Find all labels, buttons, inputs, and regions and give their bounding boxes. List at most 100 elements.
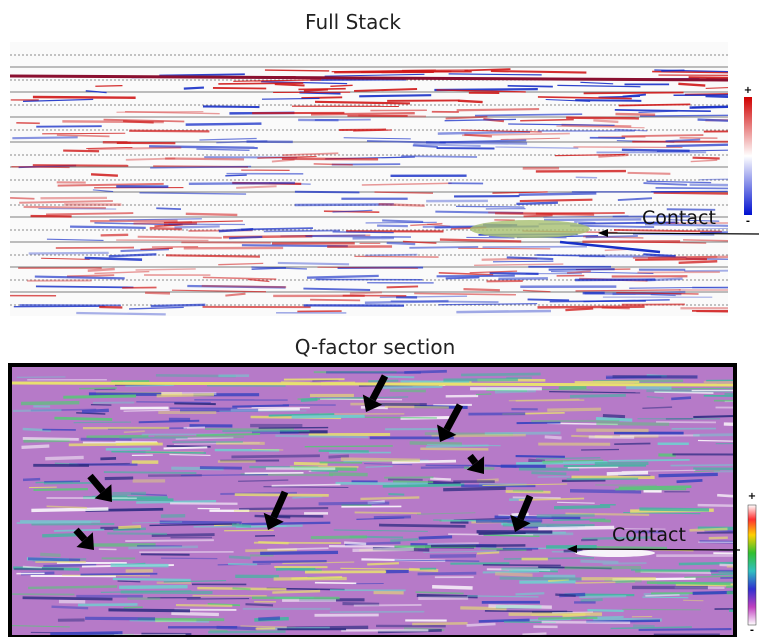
attribute-streak: [319, 503, 390, 504]
attribute-streak: [319, 451, 369, 452]
reflection: [295, 192, 360, 193]
attribute-streak: [495, 574, 532, 575]
reflection: [458, 101, 483, 102]
reflection: [99, 307, 122, 308]
attribute-streak: [232, 588, 250, 589]
attribute-streak: [121, 592, 213, 593]
attribute-streak: [513, 497, 561, 498]
attribute-streak: [217, 627, 257, 628]
attribute-streak: [421, 467, 469, 468]
attribute-streak: [419, 537, 452, 538]
figure: Full Stack + - Contact Q-factor section …: [0, 0, 759, 637]
attribute-streak: [228, 564, 257, 565]
attribute-streak: [28, 587, 117, 588]
reflection: [333, 232, 394, 233]
attribute-streak: [542, 622, 631, 623]
reflection: [145, 293, 170, 294]
attribute-streak: [10, 383, 735, 385]
reflection: [203, 106, 259, 107]
panel-title: Q-factor section: [295, 335, 456, 359]
attribute-streak: [515, 593, 544, 594]
attribute-streak: [13, 410, 62, 411]
attribute-streak: [538, 528, 614, 529]
attribute-streak: [74, 422, 131, 423]
attribute-streak: [432, 587, 472, 588]
attribute-streak: [336, 483, 428, 484]
attribute-streak: [581, 561, 619, 562]
attribute-streak: [693, 434, 759, 435]
attribute-streak: [50, 633, 122, 634]
attribute-streak: [367, 563, 399, 564]
reflection: [36, 126, 101, 127]
attribute-streak: [320, 399, 402, 400]
reflection: [456, 206, 524, 207]
reflection: [566, 118, 639, 119]
reflection: [138, 237, 222, 238]
attribute-streak: [374, 517, 411, 518]
reflection: [304, 90, 328, 91]
reflection: [278, 263, 349, 264]
reflection: [165, 159, 244, 160]
attribute-streak: [504, 558, 594, 559]
colorbar-max: +: [748, 491, 756, 502]
attribute-streak: [483, 565, 561, 566]
attribute-streak: [164, 447, 208, 448]
attribute-streak: [596, 424, 669, 425]
attribute-streak: [23, 438, 79, 439]
reflection: [350, 292, 382, 293]
attribute-streak: [23, 567, 42, 568]
attribute-streak: [418, 573, 477, 574]
attribute-streak: [344, 543, 366, 544]
reflection: [693, 158, 720, 159]
attribute-streak: [639, 629, 732, 630]
reflection: [33, 97, 136, 98]
attribute-streak: [388, 494, 404, 495]
attribute-streak: [619, 487, 692, 488]
attribute-streak: [63, 396, 136, 397]
attribute-streak: [315, 583, 356, 584]
attribute-streak: [603, 416, 625, 417]
attribute-streak: [231, 456, 319, 457]
reflection: [310, 300, 360, 301]
attribute-streak: [483, 571, 539, 572]
reflection: [24, 207, 106, 208]
attribute-streak: [552, 612, 593, 613]
attribute-streak: [647, 583, 731, 584]
reflection: [67, 275, 114, 276]
reflection: [95, 86, 122, 87]
attribute-streak: [341, 459, 420, 460]
reflection: [622, 135, 704, 136]
attribute-streak: [579, 596, 626, 597]
reflection: [365, 255, 418, 256]
attribute-streak: [461, 374, 541, 375]
attribute-streak: [31, 509, 108, 510]
reflection: [536, 213, 625, 214]
attribute-streak: [568, 467, 618, 468]
attribute-streak: [639, 509, 709, 510]
reflection: [353, 238, 394, 239]
attribute-streak: [128, 547, 198, 548]
reflection: [379, 204, 425, 206]
reflection: [303, 289, 370, 290]
reflection: [306, 236, 411, 237]
reflection: [63, 151, 99, 152]
attribute-streak: [239, 508, 328, 509]
reflection: [189, 183, 295, 184]
attribute-streak: [570, 491, 641, 492]
attribute-streak: [111, 565, 169, 566]
attribute-streak: [259, 428, 329, 429]
attribute-streak: [614, 443, 650, 444]
attribute-streak: [54, 418, 112, 419]
attribute-streak: [28, 559, 80, 560]
attribute-streak: [410, 443, 462, 444]
reflection: [12, 137, 77, 138]
attribute-streak: [105, 499, 174, 500]
reflection: [365, 301, 449, 303]
attribute-streak: [677, 480, 703, 481]
attribute-streak: [355, 512, 421, 513]
reflection: [62, 121, 164, 122]
reflection: [640, 115, 747, 116]
reflection: [689, 77, 759, 78]
reflection: [457, 109, 539, 110]
reflection: [159, 74, 245, 75]
